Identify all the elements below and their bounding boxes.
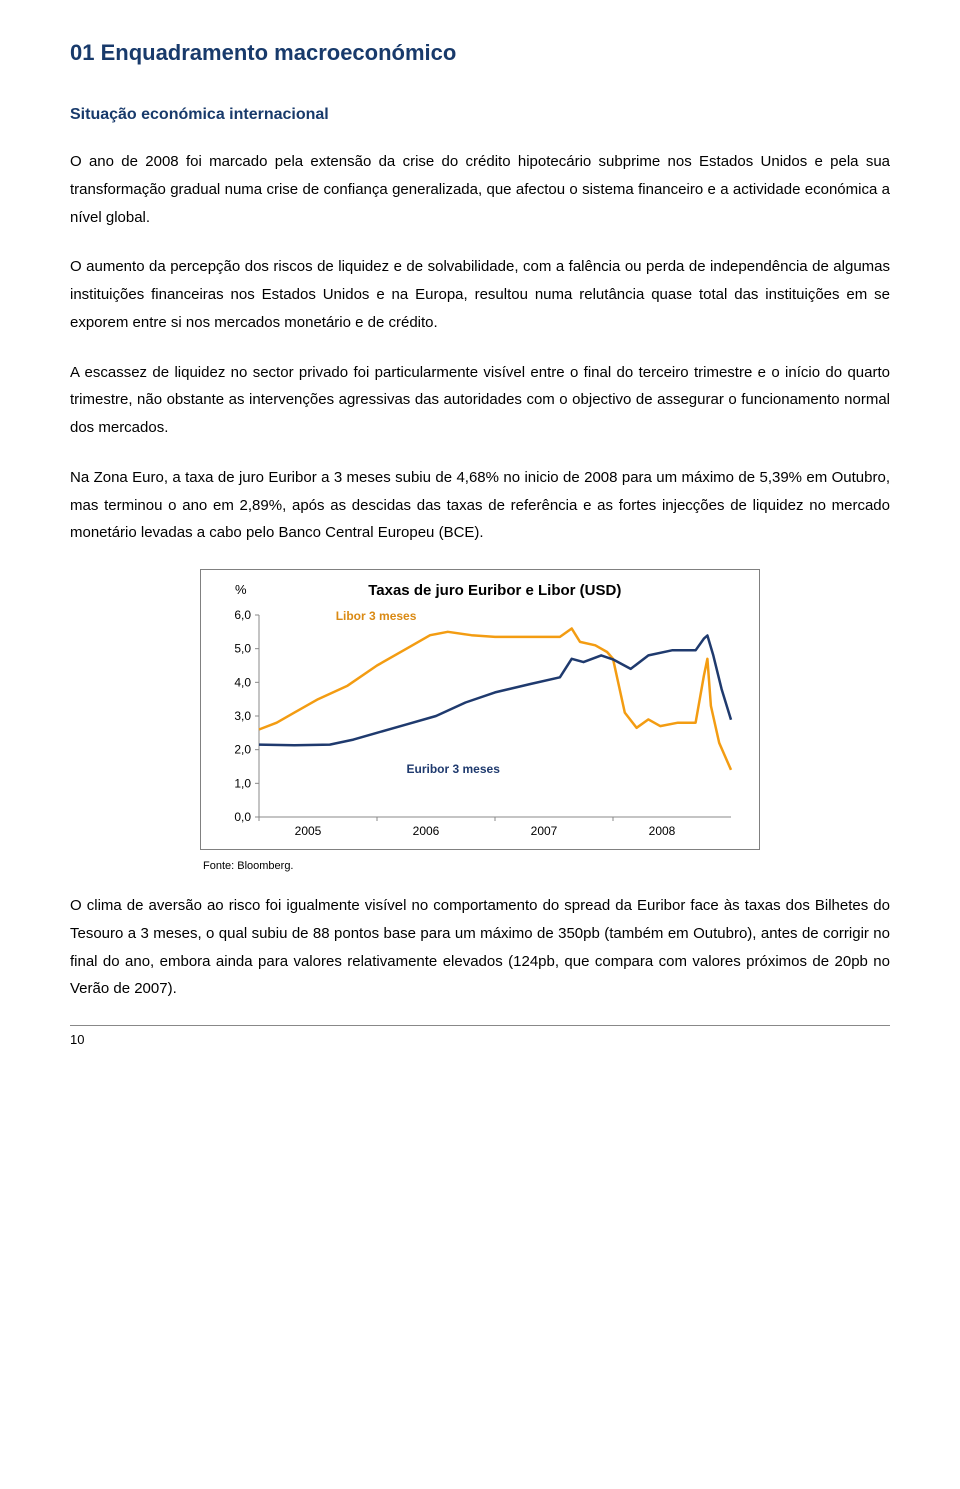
chart-xtick-label: 2006 — [413, 824, 440, 838]
chart-label-euribor: Euribor 3 meses — [407, 762, 501, 776]
section-subtitle: Situação económica internacional — [70, 106, 890, 124]
chart-label-libor: Libor 3 meses — [336, 609, 417, 623]
page-title: 01 Enquadramento macroeconómico — [70, 40, 890, 66]
chart-caption: Fonte: Bloomberg. — [197, 860, 763, 872]
chart-series-euribor — [259, 636, 731, 746]
chart-ytick-label: 2,0 — [234, 743, 251, 757]
chart-svg: 0,0 1,0 2,0 3,0 4,0 5,0 6,0 2005 2006 2007 2008 Lib… — [217, 609, 737, 839]
chart-xtick-label: 2008 — [649, 824, 676, 838]
page-number: 10 — [70, 1032, 890, 1047]
chart-title: Taxas de juro Euribor e Libor (USD) — [247, 582, 743, 599]
paragraph-5: O clima de aversão ao risco foi igualmen… — [70, 892, 890, 1003]
chart-ytick-label: 0,0 — [234, 810, 251, 824]
paragraph-2: O aumento da percepção dos riscos de liq… — [70, 253, 890, 336]
paragraph-1: O ano de 2008 foi marcado pela extensão … — [70, 148, 890, 231]
chart-ytick-label: 5,0 — [234, 642, 251, 656]
chart-xtick-label: 2007 — [531, 824, 558, 838]
chart-ytick-label: 1,0 — [234, 776, 251, 790]
chart-plot-area: 0,0 1,0 2,0 3,0 4,0 5,0 6,0 2005 2006 2007 2008 Lib… — [217, 609, 737, 839]
chart-series-libor — [259, 629, 731, 770]
chart-ytick-label: 4,0 — [234, 675, 251, 689]
paragraph-3: A escassez de liquidez no sector privado… — [70, 359, 890, 442]
chart-container: % Taxas de juro Euribor e Libor (USD) 0,… — [200, 569, 760, 850]
chart-ytick-label: 3,0 — [234, 709, 251, 723]
chart-y-unit: % — [235, 582, 247, 597]
paragraph-4: Na Zona Euro, a taxa de juro Euribor a 3… — [70, 464, 890, 547]
footer-rule — [70, 1025, 890, 1026]
chart-xtick-label: 2005 — [295, 824, 322, 838]
document-page: 01 Enquadramento macroeconómico Situação… — [0, 0, 960, 1077]
chart-ytick-label: 6,0 — [234, 609, 251, 622]
